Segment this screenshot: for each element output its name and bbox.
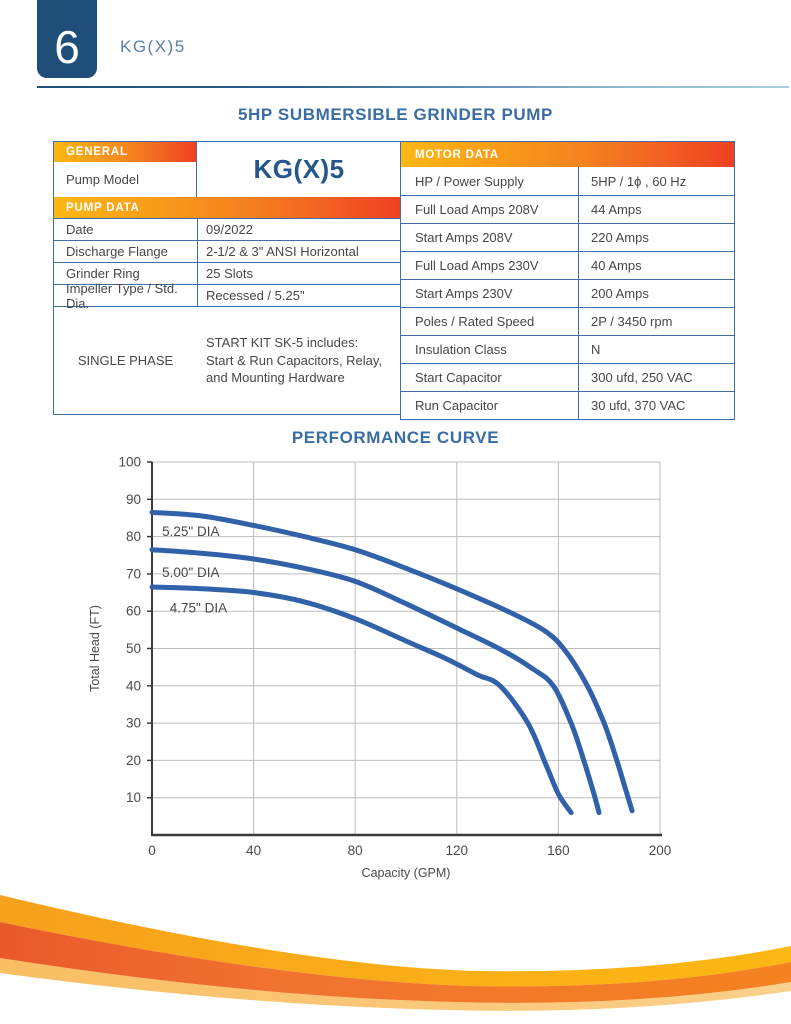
pump-model-label: Pump Model	[66, 172, 139, 187]
row-value: 25 Slots	[197, 263, 401, 284]
row-label: Full Load Amps 230V	[415, 258, 539, 273]
row-label: Impeller Type / Std. Dia.	[66, 280, 178, 311]
row-value: 5HP / 1ϕ , 60 Hz	[578, 167, 734, 195]
curve-label: 5.00" DIA	[162, 565, 219, 580]
table-row: Start Capacitor 300 ufd, 250 VAC	[401, 363, 734, 391]
footer-swoosh-decoration	[0, 895, 791, 1011]
curve-label: 5.25" DIA	[162, 524, 219, 539]
row-value: 200 Amps	[578, 280, 734, 307]
general-section-header: GENERAL	[54, 142, 197, 162]
y-tick-label: 30	[126, 716, 141, 731]
pump-curve	[149, 509, 635, 814]
curve-label: 4.75" DIA	[170, 600, 227, 615]
table-row: Run Capacitor 30 ufd, 370 VAC	[401, 391, 734, 419]
header-model-label: KG(X)5	[120, 37, 186, 56]
table-row: Date 09/2022	[54, 218, 401, 240]
y-tick-label: 40	[126, 678, 141, 693]
performance-curve-chart: 10 20 30 40 50 60 70 80 90 100 0 40 80 120 160 200 Capac…	[88, 455, 672, 881]
row-value: 2P / 3450 rpm	[578, 308, 734, 335]
row-label: Start Amps 230V	[415, 286, 513, 301]
pump-curve	[149, 547, 602, 816]
row-value: 09/2022	[197, 219, 401, 240]
row-label: HP / Power Supply	[415, 173, 524, 189]
row-label: Start Amps 208V	[415, 230, 513, 245]
table-row: Poles / Rated Speed 2P / 3450 rpm	[401, 307, 734, 335]
table-row: Insulation Class N	[401, 335, 734, 363]
x-tick-label: 160	[547, 843, 570, 858]
table-row: HP / Power Supply 5HP / 1ϕ , 60 Hz	[401, 167, 734, 195]
page-number: 6	[54, 21, 80, 73]
page-title: 5HP SUBMERSIBLE GRINDER PUMP	[238, 105, 553, 124]
row-label: Poles / Rated Speed	[415, 314, 535, 329]
row-value: 220 Amps	[578, 224, 734, 251]
x-tick-label: 120	[446, 843, 469, 858]
y-axis-title: Total Head (FT)	[88, 605, 102, 692]
single-phase-value: START KIT SK-5 includes: Start & Run Cap…	[206, 335, 383, 386]
motor-data-rows: HP / Power Supply 5HP / 1ϕ , 60 Hz Full Lo…	[401, 167, 734, 419]
x-tick-label: 0	[148, 843, 156, 858]
swoosh-band-pale	[0, 958, 791, 1011]
row-label: Grinder Ring	[66, 266, 140, 281]
row-label: Full Load Amps 208V	[415, 202, 539, 217]
row-label: Run Capacitor	[415, 398, 499, 413]
pump-model-value: KG(X)5	[196, 142, 401, 197]
row-value: N	[578, 336, 734, 363]
row-label: Start Capacitor	[415, 370, 502, 385]
table-row: Full Load Amps 208V 44 Amps	[401, 195, 734, 223]
x-tick-label: 80	[348, 843, 363, 858]
swoosh-band-orange	[0, 922, 791, 1003]
row-label: Date	[66, 222, 94, 237]
y-tick-label: 20	[126, 753, 141, 768]
row-value: Recessed / 5.25"	[197, 285, 401, 306]
header-divider	[37, 86, 789, 88]
row-value: 2-1/2 & 3" ANSI Horizontal	[197, 241, 401, 262]
table-row: Start Amps 208V 220 Amps	[401, 223, 734, 251]
pump-data-section-header: PUMP DATA	[54, 197, 401, 218]
general-pump-data-table: GENERAL Pump Model KG(X)5 PUMP DATA Date…	[53, 141, 402, 415]
row-label: Insulation Class	[415, 342, 507, 357]
pump-curve	[149, 584, 574, 816]
x-tick-label: 40	[246, 843, 261, 858]
row-value: 300 ufd, 250 VAC	[578, 364, 734, 391]
y-tick-label: 90	[126, 492, 141, 507]
table-row: Discharge Flange 2-1/2 & 3" ANSI Horizont…	[54, 240, 401, 262]
performance-curve-title: PERFORMANCE CURVE	[291, 428, 500, 447]
motor-data-section-header: MOTOR DATA	[401, 142, 734, 167]
y-tick-label: 60	[126, 604, 141, 619]
y-tick-label: 80	[126, 529, 141, 544]
motor-data-table: MOTOR DATA HP / Power Supply 5HP / 1ϕ , 6…	[400, 141, 735, 420]
y-tick-label: 10	[126, 790, 141, 805]
y-tick-label: 100	[118, 455, 141, 470]
y-tick-label: 50	[126, 641, 141, 656]
y-tick-label: 70	[126, 566, 141, 581]
pump-data-rows: Date 09/2022 Discharge Flange 2-1/2 & 3" AN…	[54, 218, 401, 311]
row-label: Discharge Flange	[66, 244, 168, 259]
row-value: 40 Amps	[578, 252, 734, 279]
table-row: Impeller Type / Std. Dia. Recessed / 5.25…	[54, 280, 401, 311]
swoosh-band-yellow	[0, 895, 791, 987]
table-row: Full Load Amps 230V 40 Amps	[401, 251, 734, 279]
row-value: 30 ufd, 370 VAC	[578, 392, 734, 419]
x-tick-label: 200	[649, 843, 672, 858]
single-phase-label: SINGLE PHASE	[77, 353, 174, 368]
general-section: GENERAL Pump Model KG(X)5	[54, 142, 401, 197]
row-value: 44 Amps	[578, 196, 734, 223]
table-row: Start Amps 230V 200 Amps	[401, 279, 734, 307]
x-axis-title: Capacity (GPM)	[362, 866, 451, 880]
single-phase-row: SINGLE PHASE START KIT SK-5 includes: St…	[54, 306, 401, 414]
table-row: Grinder Ring 25 Slots	[54, 262, 401, 284]
page-number-box: 6	[37, 0, 97, 78]
